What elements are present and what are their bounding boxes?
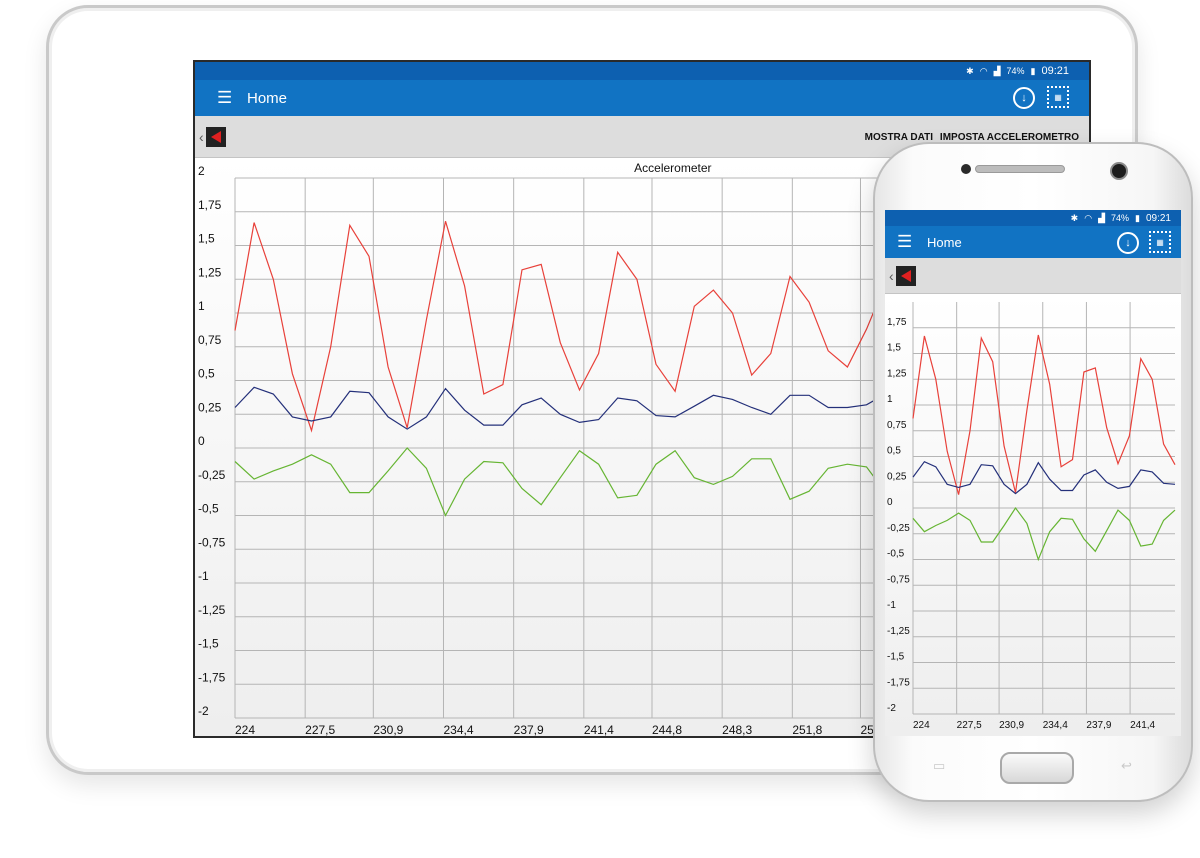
front-camera [1110,162,1128,180]
wifi-icon: ◠ [1084,212,1093,223]
wifi-icon: ◠ [979,65,988,76]
y-tick-label: -0,25 [198,468,226,482]
y-tick-label: 1,25 [887,368,907,379]
y-tick-label: -1 [887,600,896,611]
x-tick-label: 237,9 [514,723,544,736]
app-title: Home [247,89,288,107]
y-tick-label: 2 [198,164,205,178]
phone-device: ✱ ◠ ▟ 74% ▮ 09:21 ☰ Home ↓ ▦ ‹ 1,75 1,5 1,… [873,142,1193,802]
phone-screen: ✱ ◠ ▟ 74% ▮ 09:21 ☰ Home ↓ ▦ ‹ 1,75 1,5 1,… [885,210,1181,736]
x-tick-label: 241,4 [584,723,614,736]
qr-code-icon[interactable]: ▦ [1047,86,1069,108]
download-icon[interactable]: ↓ [1013,87,1035,109]
y-tick-label: -0,75 [887,574,910,585]
x-tick-label: 251,8 [792,723,822,736]
y-tick-label: 1,5 [198,232,215,246]
set-accelerometer-button[interactable]: IMPOSTA ACCELEROMETRO [939,132,1079,143]
y-tick-label: 1,75 [887,317,907,328]
y-tick-label: 1,5 [887,343,901,354]
app-logo-icon [205,126,226,147]
y-tick-label: -1,75 [198,670,226,684]
phone-tool-bar: ‹ [885,258,1181,294]
x-tick-label: 230,9 [999,720,1024,731]
y-tick-label: 0 [887,497,893,508]
y-tick-label: 0 [198,434,205,448]
x-tick-label: 244,8 [652,723,682,736]
y-tick-label: 0,75 [887,420,907,431]
y-tick-label: -2 [887,703,896,714]
app-title: Home [927,234,962,250]
x-tick-label: 248,3 [722,723,752,736]
y-tick-label: 1,25 [198,265,222,279]
series-line-z [912,506,1176,562]
show-data-button[interactable]: MOSTRA DATI [864,132,933,143]
hamburger-icon[interactable]: ☰ [217,88,233,107]
back-key[interactable]: ↩ [1121,758,1132,773]
y-tick-label: -2 [198,704,209,718]
speaker-grille [975,165,1065,173]
bluetooth-icon: ✱ [1070,212,1079,223]
y-tick-label: 1 [887,394,893,405]
y-tick-label: -0,5 [887,549,905,560]
signal-icon: ▟ [993,65,1001,76]
y-tick-label: -1,5 [887,652,905,663]
y-tick-label: 0,25 [198,400,222,414]
y-tick-label: -0,75 [198,535,226,549]
status-bar: ✱ ◠ ▟ 74% ▮ 09:21 [195,62,1089,80]
x-tick-label: 241,4 [1130,720,1155,731]
phone-chart-area: 1,75 1,5 1,25 1 0,75 0,5 0,25 0 -0,25 -0,5 -0,75 -1… [885,294,1181,736]
x-tick-label: 237,9 [1086,720,1111,731]
y-tick-label: 0,25 [887,471,907,482]
recent-apps-key[interactable]: ▭ [933,758,946,773]
status-time: 09:21 [1145,212,1171,224]
chevron-left-icon[interactable]: ‹ [199,128,204,145]
y-tick-label: -1,25 [887,626,910,637]
battery-icon: ▮ [1135,212,1140,223]
x-tick-label: 224 [235,723,255,736]
app-logo-icon [895,265,916,286]
phone-accelerometer-chart: 1,75 1,5 1,25 1 0,75 0,5 0,25 0 -0,25 -0,5 -0,75 -1… [887,302,1176,731]
battery-icon: ▮ [1030,65,1036,76]
x-tick-label: 234,4 [1043,720,1068,731]
y-tick-label: 0,5 [198,367,215,381]
y-tick-label: -1,5 [198,637,219,651]
battery-level: 74% [1111,213,1130,223]
signal-icon: ▟ [1098,212,1105,223]
download-icon[interactable]: ↓ [1117,232,1139,254]
x-tick-label: 234,4 [443,723,473,736]
y-tick-label: 1 [198,299,205,313]
battery-level: 74% [1006,66,1025,76]
hamburger-icon[interactable]: ☰ [897,232,913,251]
sensor-dot [961,164,971,174]
status-time: 09:21 [1041,65,1069,77]
y-tick-label: 0,5 [887,446,901,457]
y-tick-label: 0,75 [198,333,222,347]
app-bar: ☰ Home ↓ ▦ [195,80,1089,116]
x-tick-label: 230,9 [373,723,403,736]
chart-title: Accelerometer [634,161,711,175]
y-tick-label: -0,5 [198,502,219,516]
home-button[interactable] [1000,752,1074,784]
y-tick-label: -1 [198,569,209,583]
series-line-y [912,460,1176,495]
qr-code-icon[interactable]: ▦ [1149,231,1171,253]
y-tick-label: -0,25 [887,523,910,534]
y-tick-label: -1,25 [198,603,226,617]
phone-status-bar: ✱ ◠ ▟ 74% ▮ 09:21 [885,210,1181,226]
chevron-left-icon[interactable]: ‹ [889,267,894,284]
y-tick-label: 1,75 [198,198,222,212]
x-tick-label: 227,5 [957,720,982,731]
phone-app-bar: ☰ Home ↓ ▦ [885,226,1181,258]
x-tick-label: 227,5 [305,723,335,736]
bluetooth-icon: ✱ [966,65,974,76]
x-tick-label: 224 [913,720,930,731]
y-tick-label: -1,75 [887,677,910,688]
